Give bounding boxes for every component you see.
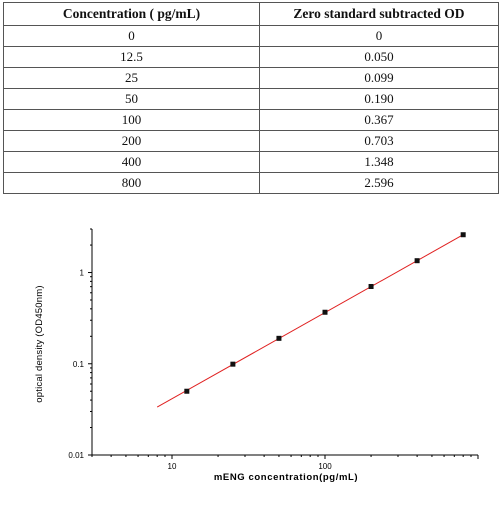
column-header-od: Zero standard subtracted OD: [259, 2, 499, 26]
y-tick-label: 1: [80, 269, 85, 278]
table-row: 800 2.596: [3, 172, 499, 194]
table-row: 400 1.348: [3, 151, 499, 173]
concentration-cell: 100: [3, 109, 260, 131]
fit-line-group: [156, 234, 464, 408]
concentration-cell: 800: [3, 172, 260, 194]
od-cell: 0.099: [259, 67, 499, 89]
od-cell: 0.190: [259, 88, 499, 110]
x-tick-label: 10: [168, 462, 177, 471]
x-tick-label: 100: [318, 462, 332, 471]
table-row: 25 0.099: [3, 67, 499, 89]
concentration-cell: 12.5: [3, 46, 260, 68]
y-tick-label: 0.01: [68, 451, 84, 460]
fit-line: [156, 234, 464, 408]
data-point: [276, 335, 282, 341]
concentration-cell: 0: [3, 25, 260, 47]
data-points-group: [184, 232, 466, 394]
data-point: [230, 361, 236, 367]
od-cell: 0.050: [259, 46, 499, 68]
y-axis-label: optical density (OD450nm): [34, 285, 45, 402]
od-cell: 1.348: [259, 151, 499, 173]
chart-axes: 10 100 0.01 0.1 1: [68, 228, 479, 471]
data-point: [368, 283, 374, 289]
od-cell: 2.596: [259, 172, 499, 194]
table-row: 12.5 0.050: [3, 46, 499, 68]
concentration-cell: 400: [3, 151, 260, 173]
data-point: [460, 232, 466, 238]
table-row: 200 0.703: [3, 130, 499, 152]
x-axis-label: mENG concentration(pg/mL): [214, 472, 358, 483]
od-cell: 0.703: [259, 130, 499, 152]
concentration-cell: 25: [3, 67, 260, 89]
data-point: [414, 258, 420, 264]
od-cell: 0.367: [259, 109, 499, 131]
concentration-cell: 200: [3, 130, 260, 152]
table-header-row: Concentration ( pg/mL) Zero standard sub…: [3, 2, 499, 26]
column-header-concentration: Concentration ( pg/mL): [3, 2, 260, 26]
table-row: 50 0.190: [3, 88, 499, 110]
data-point: [322, 309, 328, 315]
y-tick-label: 0.1: [73, 360, 85, 369]
table-row: 100 0.367: [3, 109, 499, 131]
concentration-cell: 50: [3, 88, 260, 110]
od-cell: 0: [259, 25, 499, 47]
table-row: 0 0: [3, 25, 499, 47]
standard-curve-table: Concentration ( pg/mL) Zero standard sub…: [3, 2, 499, 194]
data-point: [184, 388, 190, 394]
